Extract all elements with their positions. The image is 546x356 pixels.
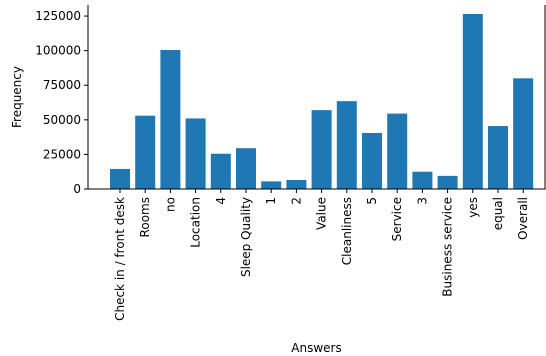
bar	[210, 153, 231, 189]
x-tick-label: 1	[264, 197, 278, 205]
x-tick-label: equal	[491, 197, 505, 230]
bar	[488, 126, 508, 189]
x-tick-label: Location	[189, 197, 203, 248]
x-tick-label: Service	[390, 197, 404, 241]
x-tick-label: Rooms	[138, 197, 152, 237]
bar	[160, 49, 181, 190]
x-tick-label: Value	[315, 197, 329, 230]
bar	[135, 115, 156, 189]
x-tick-label: Check in / front desk	[113, 197, 127, 321]
x-tick-label: Cleanliness	[340, 197, 354, 265]
bar	[185, 118, 206, 189]
y-tick-label: 100000	[35, 44, 81, 58]
bar	[462, 13, 483, 189]
x-tick-label: Overall	[516, 197, 530, 240]
axes-frame	[87, 5, 546, 190]
x-axis-ticks: Check in / front desk Rooms no Location 4 Sle…	[113, 189, 530, 321]
bar	[362, 132, 382, 189]
bar	[513, 78, 534, 189]
x-tick-label: 3	[415, 197, 429, 205]
x-tick-label: Sleep Quality	[239, 197, 253, 277]
x-tick-label: Business service	[441, 197, 455, 297]
bars-group	[110, 13, 534, 190]
y-tick-label: 75000	[43, 78, 81, 92]
bar	[387, 113, 408, 189]
bar	[437, 175, 458, 189]
bar	[236, 148, 256, 189]
bar	[261, 181, 282, 189]
y-tick-label: 0	[73, 182, 81, 196]
bar	[286, 180, 307, 189]
y-tick-label: 50000	[43, 113, 81, 127]
x-tick-label: 5	[365, 197, 379, 205]
bar	[110, 168, 130, 189]
y-axis-ticks: 0 25000 50000 75000 100000 125000	[35, 9, 88, 196]
y-axis-label: Frequency	[10, 66, 24, 128]
x-tick-label: 4	[214, 197, 228, 205]
bar	[336, 101, 357, 189]
bar	[412, 171, 433, 189]
y-tick-label: 25000	[43, 147, 81, 161]
y-tick-label: 125000	[35, 9, 81, 23]
x-tick-label: 2	[289, 197, 303, 205]
bar	[311, 110, 332, 189]
x-axis-label: Answers	[291, 341, 341, 355]
x-tick-label: no	[163, 197, 177, 212]
x-tick-label: yes	[466, 197, 480, 218]
